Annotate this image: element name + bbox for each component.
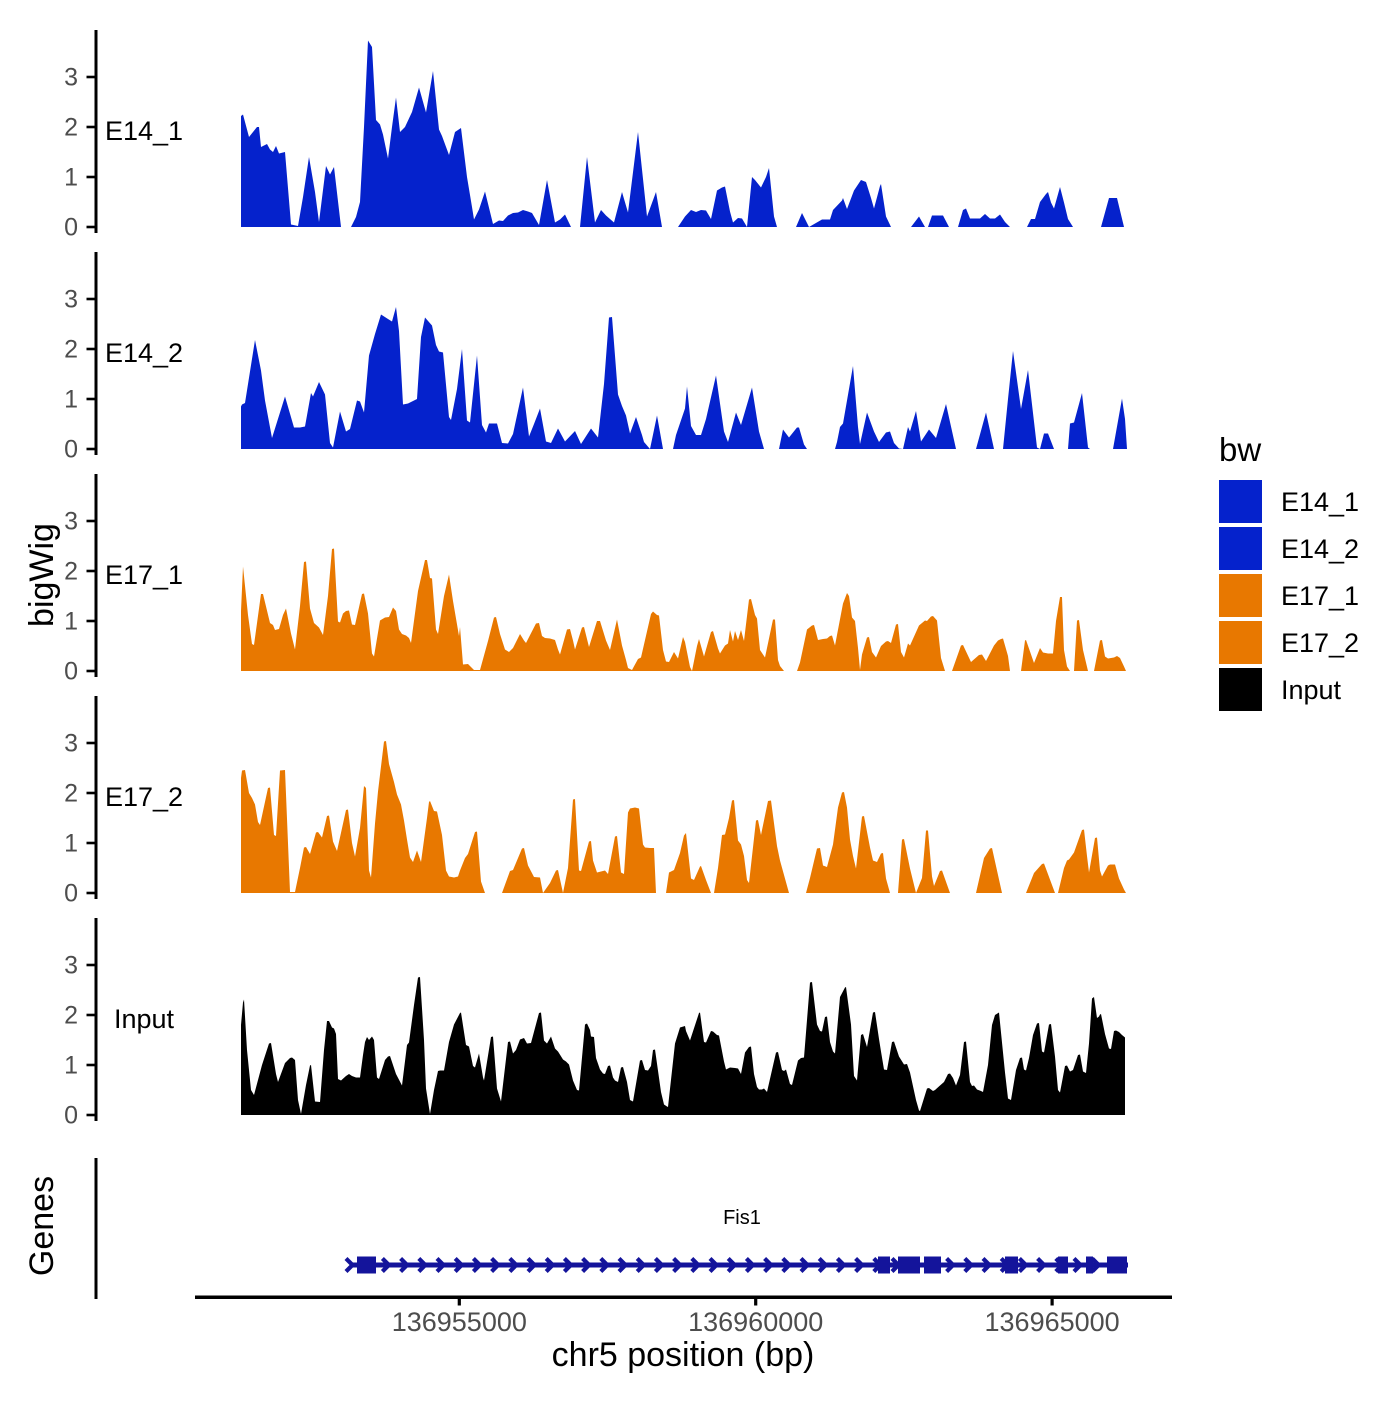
- svg-text:Fis1: Fis1: [723, 1207, 761, 1229]
- svg-text:3: 3: [64, 508, 78, 536]
- svg-text:1: 1: [64, 386, 78, 414]
- svg-text:E17_1: E17_1: [1281, 581, 1359, 611]
- svg-text:2: 2: [64, 114, 78, 142]
- svg-text:E14_2: E14_2: [1281, 534, 1359, 564]
- svg-text:3: 3: [64, 286, 78, 314]
- svg-text:136960000: 136960000: [688, 1307, 823, 1337]
- svg-text:E17_2: E17_2: [105, 782, 183, 812]
- svg-text:E17_1: E17_1: [105, 560, 183, 590]
- svg-text:E14_2: E14_2: [105, 338, 183, 368]
- svg-text:chr5 position (bp): chr5 position (bp): [552, 1336, 815, 1374]
- svg-text:0: 0: [64, 880, 78, 908]
- svg-text:1: 1: [64, 608, 78, 636]
- svg-text:136955000: 136955000: [392, 1307, 527, 1337]
- svg-text:0: 0: [64, 214, 78, 242]
- svg-text:0: 0: [64, 436, 78, 464]
- svg-text:Genes: Genes: [23, 1176, 61, 1276]
- svg-text:2: 2: [64, 1002, 78, 1030]
- svg-text:136965000: 136965000: [985, 1307, 1120, 1337]
- svg-text:3: 3: [64, 730, 78, 758]
- svg-text:E17_2: E17_2: [1281, 628, 1359, 658]
- svg-text:1: 1: [64, 1052, 78, 1080]
- svg-text:0: 0: [64, 1102, 78, 1130]
- svg-text:Input: Input: [114, 1004, 175, 1034]
- svg-text:3: 3: [64, 952, 78, 980]
- svg-text:2: 2: [64, 336, 78, 364]
- svg-text:E14_1: E14_1: [1281, 487, 1359, 517]
- svg-text:Input: Input: [1281, 675, 1342, 705]
- svg-text:bigWig: bigWig: [23, 523, 61, 627]
- svg-text:2: 2: [64, 780, 78, 808]
- svg-text:0: 0: [64, 658, 78, 686]
- svg-text:1: 1: [64, 830, 78, 858]
- svg-text:E14_1: E14_1: [105, 116, 183, 146]
- svg-text:1: 1: [64, 164, 78, 192]
- svg-text:bw: bw: [1219, 431, 1261, 468]
- svg-text:2: 2: [64, 558, 78, 586]
- svg-text:3: 3: [64, 64, 78, 92]
